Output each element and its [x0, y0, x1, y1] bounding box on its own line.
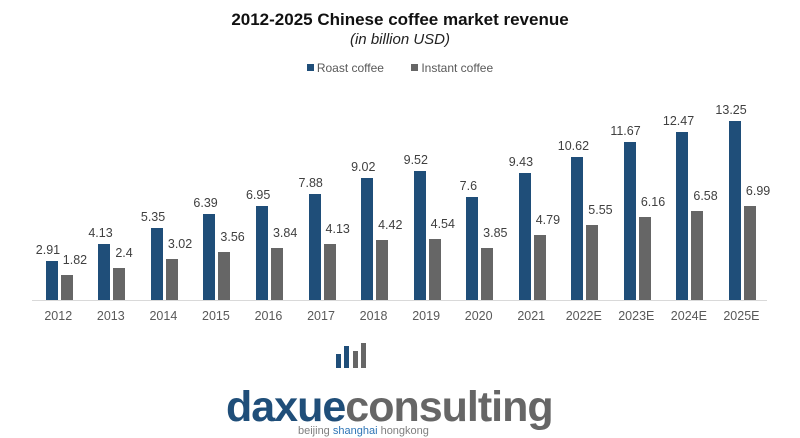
- bar-roast-coffee: [361, 178, 374, 300]
- bar-instant-coffee: [586, 225, 599, 300]
- bar-instant-coffee: [376, 240, 389, 300]
- x-tick-label: 2025E: [723, 309, 760, 323]
- bar-instant-coffee: [481, 248, 494, 300]
- data-label: 4.13: [325, 222, 350, 237]
- data-label: 6.58: [693, 189, 718, 204]
- x-tick-label: 2020: [464, 309, 493, 323]
- bar-roast-coffee: [98, 244, 111, 300]
- bar-instant-coffee: [165, 259, 178, 300]
- bar-instant-coffee: [743, 205, 756, 300]
- data-label: 12.47: [662, 113, 695, 128]
- bar-roast-coffee: [676, 131, 689, 300]
- data-label: 7.6: [459, 179, 478, 194]
- x-tick-label: 2016: [254, 309, 283, 323]
- legend-swatch-roast: [306, 64, 314, 71]
- x-tick-label: 2021: [517, 309, 546, 323]
- data-label: 5.55: [588, 203, 613, 218]
- legend-item-roast: Roast coffee: [306, 61, 384, 75]
- bar-roast-coffee: [308, 193, 321, 300]
- x-tick-label: 2014: [149, 309, 178, 323]
- data-label: 4.54: [430, 216, 455, 231]
- data-label: 2.4: [115, 245, 133, 260]
- bar-roast-coffee: [728, 121, 741, 300]
- bar-instant-coffee: [638, 216, 651, 300]
- data-label: 1.82: [62, 253, 88, 268]
- data-label: 3.85: [483, 226, 508, 241]
- x-tick-label: 2012: [44, 309, 73, 323]
- legend-swatch-instant: [411, 64, 419, 71]
- data-label: 6.39: [193, 195, 218, 210]
- bar-instant-coffee: [218, 251, 231, 300]
- chart-title: 2012-2025 Chinese coffee market revenue: [231, 10, 569, 29]
- data-label: 4.13: [88, 226, 113, 241]
- data-label: 7.88: [298, 175, 323, 190]
- bar-roast-coffee: [150, 227, 163, 300]
- x-tick-label: 2023E: [618, 309, 655, 323]
- data-label: 4.79: [535, 213, 561, 228]
- bar-roast-coffee: [255, 206, 268, 300]
- bar-instant-coffee: [323, 244, 336, 300]
- x-tick-label: 2013: [96, 309, 125, 323]
- bar-roast-coffee: [518, 172, 531, 300]
- bar-instant-coffee: [113, 267, 126, 300]
- data-label: 10.62: [557, 138, 590, 153]
- plot-area: 2.91 1.82 2012 4.13 2.4 2013 5.35 3.02 2014 6.39 3…: [32, 103, 771, 323]
- x-tick-label: 2018: [359, 309, 388, 323]
- bar-roast-coffee: [623, 142, 636, 300]
- logo-tagline: beijing shanghai hongkong: [298, 425, 429, 437]
- data-label: 3.02: [167, 237, 193, 252]
- data-label: 2.91: [35, 242, 61, 257]
- legend: Roast coffee Instant coffee: [0, 61, 800, 75]
- company-logo: daxueconsulting beijing shanghai hongkon…: [226, 343, 586, 438]
- data-label: 4.42: [378, 218, 403, 233]
- bar-roast-coffee: [466, 197, 479, 300]
- data-label: 3.56: [220, 229, 245, 244]
- x-tick-label: 2024E: [670, 309, 707, 323]
- data-label: 6.16: [640, 194, 666, 209]
- x-tick-label: 2019: [412, 309, 441, 323]
- data-label: 6.99: [745, 183, 771, 198]
- bar-roast-coffee: [203, 213, 216, 300]
- x-tick-label: 2017: [307, 309, 335, 323]
- chart-subtitle: (in billion USD): [349, 31, 451, 48]
- bar-roast-coffee: [413, 171, 426, 300]
- data-label: 13.25: [715, 103, 747, 118]
- bar-instant-coffee: [691, 211, 704, 300]
- logo-wordmark: daxueconsulting: [226, 383, 554, 431]
- x-axis-line: [32, 300, 767, 301]
- bar-instant-coffee: [533, 235, 546, 300]
- data-label: 9.43: [508, 154, 534, 169]
- bar-roast-coffee: [571, 156, 584, 300]
- data-label: 3.84: [272, 226, 298, 241]
- bar-instant-coffee: [428, 238, 441, 300]
- data-label: 5.35: [140, 209, 166, 224]
- bar-instant-coffee: [60, 275, 73, 300]
- data-label: 6.95: [245, 188, 271, 203]
- bar-roast-coffee: [45, 260, 58, 300]
- data-label: 9.02: [351, 160, 376, 175]
- legend-item-instant: Instant coffee: [411, 61, 493, 75]
- data-label: 11.67: [610, 124, 641, 139]
- x-tick-label: 2022E: [565, 309, 602, 323]
- x-tick-label: 2015: [202, 309, 230, 323]
- bar-instant-coffee: [270, 248, 283, 300]
- data-label: 9.52: [403, 153, 428, 168]
